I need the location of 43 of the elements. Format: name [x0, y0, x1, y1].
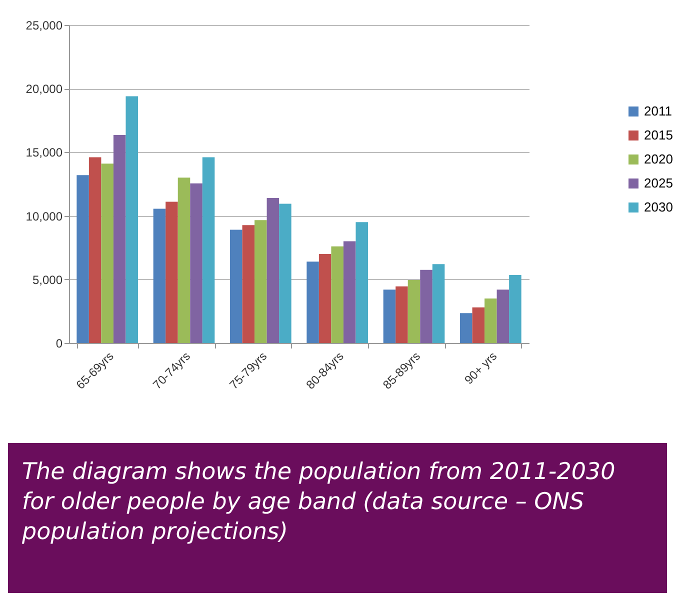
- legend-label: 2011: [644, 104, 672, 118]
- bar: [126, 96, 138, 343]
- bar: [396, 286, 408, 343]
- bar: [318, 254, 332, 343]
- bar: [509, 274, 522, 343]
- legend-label: 2025: [644, 176, 673, 190]
- y-tick-label: 5,000: [32, 272, 63, 287]
- legend-label: 2015: [644, 128, 673, 142]
- bar: [166, 202, 178, 343]
- bar: [279, 204, 292, 343]
- bar: [76, 175, 89, 343]
- bar: [113, 135, 126, 343]
- bar: [356, 222, 368, 343]
- bar: [306, 262, 319, 343]
- bar: [496, 290, 510, 343]
- bar: [101, 164, 114, 343]
- x-tick-label: 90+ yrs: [462, 349, 500, 388]
- bar: [343, 241, 356, 343]
- bar: [460, 313, 472, 343]
- bar: [484, 298, 497, 343]
- bar: [230, 230, 242, 343]
- bar: [178, 178, 190, 343]
- y-tick-label: 10,000: [26, 209, 63, 224]
- legend-label: 2020: [644, 152, 673, 166]
- text: The diagram shows the population from 2011-2030 for older people by age band (data source – ONS population projections): [22, 458, 616, 547]
- bar: [266, 198, 280, 343]
- bar: [202, 157, 215, 343]
- bar: [331, 246, 344, 343]
- bar: [190, 183, 202, 343]
- y-tick-label: 15,000: [26, 146, 63, 160]
- y-tick-label: 25,000: [26, 18, 63, 32]
- bar: [88, 157, 102, 343]
- bar: [254, 220, 267, 343]
- bar: [408, 280, 420, 343]
- y-tick-label: 0: [56, 336, 63, 350]
- y-tick-label: 20,000: [26, 82, 63, 96]
- bar: [383, 290, 396, 343]
- bar: [153, 208, 166, 343]
- bar: [432, 264, 445, 343]
- legend-label: 2030: [644, 200, 673, 214]
- bar: [242, 225, 255, 343]
- bar: [420, 270, 432, 343]
- bar: [472, 307, 485, 343]
